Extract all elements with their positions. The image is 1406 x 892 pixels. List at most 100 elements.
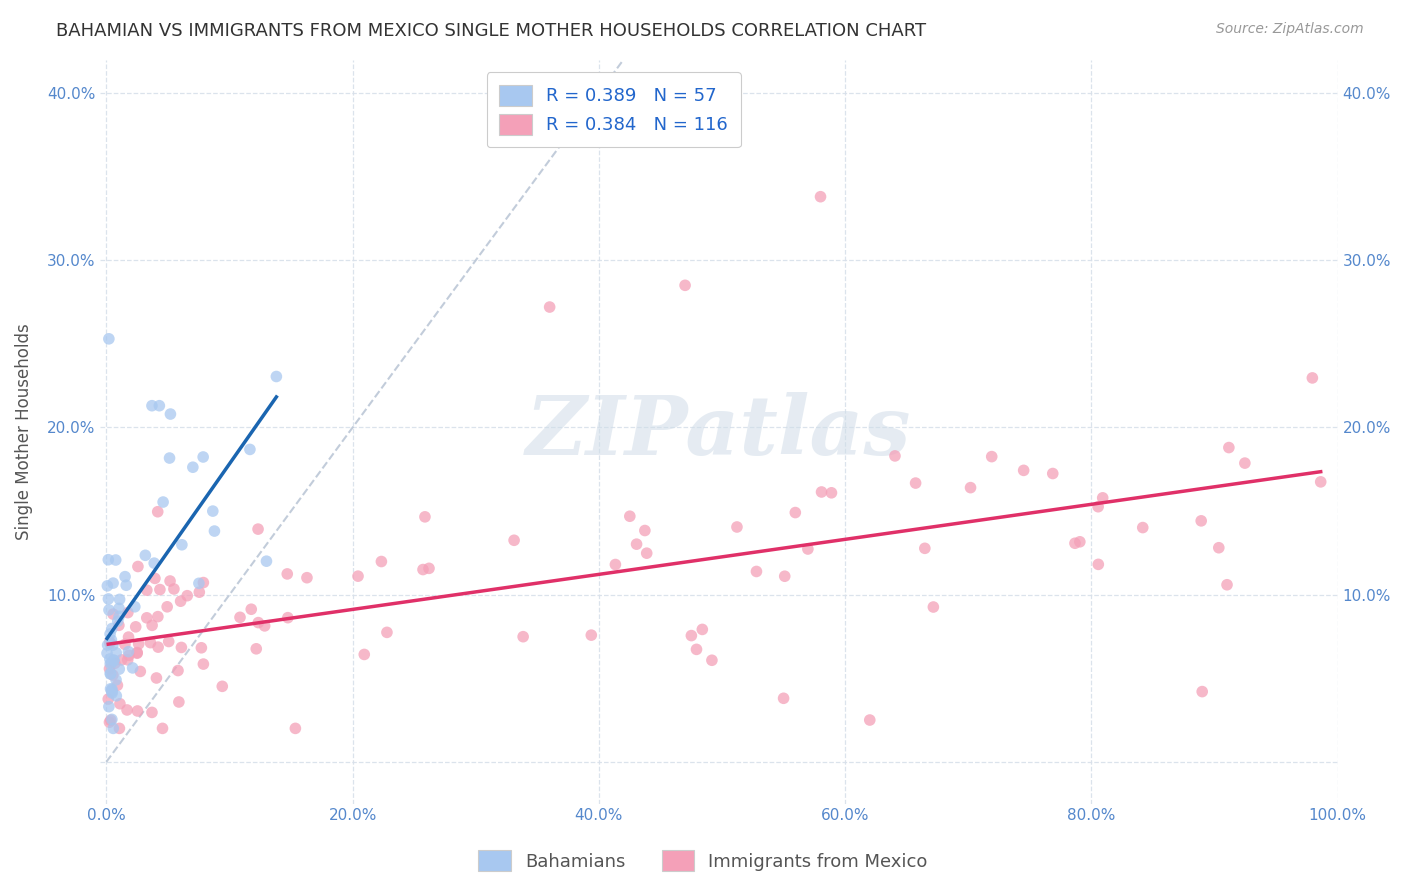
Point — [191, 450, 214, 464]
Point — [108, 609, 131, 624]
Point — [127, 704, 149, 718]
Point — [103, 653, 125, 667]
Point — [295, 571, 318, 585]
Point — [277, 610, 299, 624]
Point — [134, 549, 156, 563]
Point — [673, 278, 696, 293]
Point — [284, 722, 307, 736]
Point — [276, 566, 298, 581]
Point — [170, 640, 193, 655]
Point — [148, 399, 170, 413]
Point — [108, 592, 131, 607]
Point — [104, 657, 127, 671]
Point — [229, 610, 252, 624]
Point — [149, 582, 172, 597]
Point — [201, 504, 224, 518]
Point — [266, 369, 288, 384]
Point — [1064, 536, 1087, 550]
Point — [1042, 467, 1064, 481]
Point — [773, 569, 796, 583]
Point — [370, 555, 392, 569]
Point — [685, 642, 707, 657]
Point — [108, 697, 131, 711]
Point — [159, 574, 181, 588]
Point — [141, 618, 163, 632]
Point — [100, 656, 122, 670]
Point — [105, 673, 128, 687]
Point — [101, 638, 124, 652]
Point — [240, 602, 263, 616]
Point — [127, 646, 149, 660]
Point — [187, 576, 209, 591]
Point — [152, 495, 174, 509]
Point — [810, 485, 832, 500]
Point — [101, 682, 124, 697]
Point — [97, 552, 120, 566]
Point — [104, 553, 127, 567]
Point — [239, 442, 262, 457]
Point — [1216, 578, 1239, 592]
Point — [797, 541, 820, 556]
Point — [117, 645, 139, 659]
Point — [820, 485, 842, 500]
Point — [193, 575, 215, 590]
Point — [181, 460, 204, 475]
Point — [127, 646, 149, 660]
Point — [904, 476, 927, 491]
Point — [1012, 463, 1035, 477]
Point — [204, 524, 226, 538]
Point — [375, 625, 398, 640]
Point — [101, 686, 124, 700]
Point — [118, 648, 141, 663]
Point — [101, 685, 124, 699]
Point — [619, 509, 641, 524]
Point — [1309, 475, 1331, 489]
Point — [143, 556, 166, 570]
Point — [353, 648, 375, 662]
Point — [98, 636, 121, 650]
Point — [135, 583, 157, 598]
Point — [725, 520, 748, 534]
Point — [100, 683, 122, 698]
Point — [785, 506, 807, 520]
Point — [157, 634, 180, 648]
Point — [1087, 558, 1109, 572]
Point — [692, 623, 714, 637]
Point — [156, 599, 179, 614]
Point — [100, 632, 122, 647]
Point — [914, 541, 936, 556]
Point — [512, 630, 534, 644]
Legend: Bahamians, Immigrants from Mexico: Bahamians, Immigrants from Mexico — [471, 843, 935, 879]
Point — [772, 691, 794, 706]
Point — [636, 546, 658, 560]
Point — [247, 522, 270, 536]
Point — [176, 589, 198, 603]
Point — [100, 667, 122, 681]
Y-axis label: Single Mother Households: Single Mother Households — [15, 323, 32, 540]
Point — [101, 712, 124, 726]
Point — [98, 635, 121, 649]
Point — [413, 509, 436, 524]
Point — [97, 603, 120, 617]
Point — [97, 692, 120, 706]
Point — [97, 332, 120, 346]
Point — [108, 722, 131, 736]
Point — [127, 559, 149, 574]
Point — [245, 641, 267, 656]
Point — [1087, 500, 1109, 514]
Point — [538, 300, 561, 314]
Point — [188, 585, 211, 599]
Point — [98, 627, 121, 641]
Point — [110, 653, 132, 667]
Point — [105, 646, 128, 660]
Point — [117, 630, 139, 644]
Point — [97, 699, 120, 714]
Point — [884, 449, 907, 463]
Point — [167, 664, 190, 678]
Point — [117, 606, 139, 620]
Point — [139, 635, 162, 649]
Point — [163, 582, 186, 596]
Point — [1091, 491, 1114, 505]
Point — [114, 569, 136, 583]
Point — [700, 653, 723, 667]
